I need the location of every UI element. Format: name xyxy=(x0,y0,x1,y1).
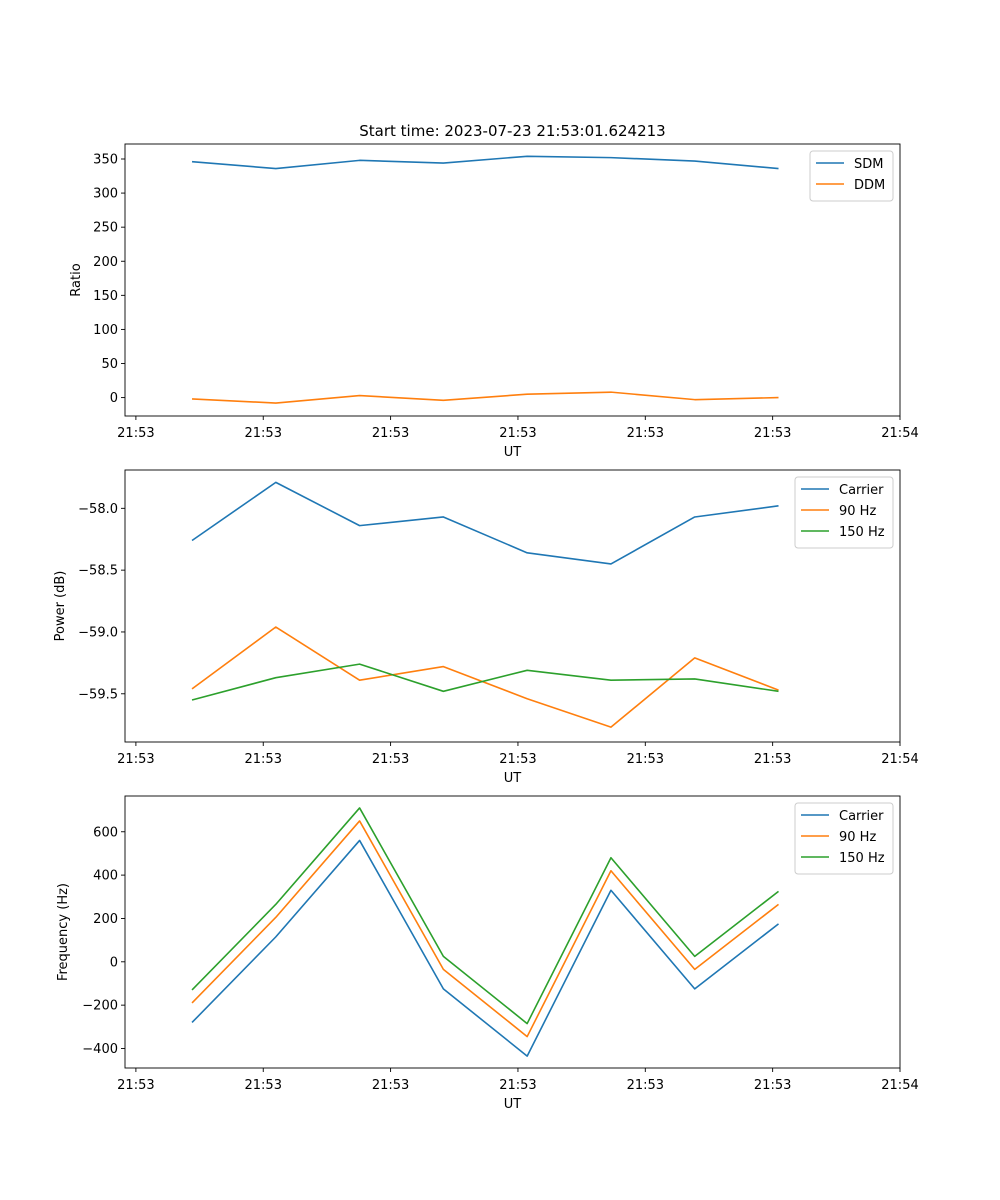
x-tick-label: 21:53 xyxy=(372,752,409,767)
y-tick-label: 350 xyxy=(93,152,118,167)
legend: SDM DDM xyxy=(809,150,894,202)
axes-frame xyxy=(124,143,901,417)
legend-label: 90 Hz xyxy=(839,504,876,519)
legend: Carrier 90 Hz 150 Hz xyxy=(794,802,894,875)
x-tick-label: 21:53 xyxy=(627,1078,664,1093)
series-line-ddm xyxy=(191,391,779,404)
x-tick-label: 21:53 xyxy=(754,426,791,441)
x-tick-label: 21:53 xyxy=(245,1078,282,1093)
x-tick-label: 21:53 xyxy=(754,752,791,767)
y-axis-label: Frequency (Hz) xyxy=(56,883,71,981)
y-tick-label: 300 xyxy=(93,187,118,202)
x-tick-label: 21:53 xyxy=(372,426,409,441)
series-line-sdm xyxy=(191,155,779,170)
x-tick-label: 21:53 xyxy=(499,426,536,441)
series-line-90-hz xyxy=(191,626,779,728)
legend-label: 150 Hz xyxy=(839,851,885,866)
y-tick-label: −59.5 xyxy=(78,687,118,702)
legend-label: 90 Hz xyxy=(839,830,876,845)
chart-panel-3: 21:53 21:53 21:53 21:53 21:53 21:53 21:54 −400 −… xyxy=(56,795,919,1112)
figure-title: Start time: 2023-07-23 21:53:01.624213 xyxy=(359,122,665,140)
x-tick-label: 21:53 xyxy=(117,752,154,767)
x-axis-label: UT xyxy=(504,1097,522,1112)
y-tick-label: 250 xyxy=(93,221,118,236)
axes-frame xyxy=(124,795,901,1069)
legend: Carrier 90 Hz 150 Hz xyxy=(794,476,894,549)
y-axis-label: Ratio xyxy=(69,263,84,296)
y-tick-label: 400 xyxy=(93,869,118,884)
y-tick-label: 100 xyxy=(93,323,118,338)
y-tick-label: 200 xyxy=(93,255,118,270)
y-tick-label: 50 xyxy=(101,357,118,372)
legend-label: DDM xyxy=(854,178,885,193)
x-tick-label: 21:54 xyxy=(881,1078,918,1093)
x-tick-label: 21:54 xyxy=(881,426,918,441)
series-line-carrier xyxy=(191,481,779,565)
x-tick-label: 21:53 xyxy=(499,752,536,767)
legend-label: Carrier xyxy=(839,809,884,824)
legend-label: Carrier xyxy=(839,483,884,498)
y-tick-label: 600 xyxy=(93,825,118,840)
y-tick-label: −400 xyxy=(82,1042,118,1057)
x-tick-label: 21:53 xyxy=(372,1078,409,1093)
x-tick-label: 21:53 xyxy=(754,1078,791,1093)
y-tick-label: 0 xyxy=(110,391,118,406)
y-axis-label: Power (dB) xyxy=(53,571,68,642)
x-tick-label: 21:53 xyxy=(499,1078,536,1093)
x-tick-label: 21:53 xyxy=(245,752,282,767)
legend-label: 150 Hz xyxy=(839,525,885,540)
series-line-150-hz xyxy=(191,807,780,1025)
y-tick-label: 200 xyxy=(93,912,118,927)
x-tick-label: 21:54 xyxy=(881,752,918,767)
chart-panel-2: 21:53 21:53 21:53 21:53 21:53 21:53 21:54 −58.0… xyxy=(53,469,919,786)
x-tick-label: 21:53 xyxy=(117,426,154,441)
y-tick-label: 0 xyxy=(110,955,118,970)
axes-frame xyxy=(124,469,901,743)
x-tick-label: 21:53 xyxy=(117,1078,154,1093)
series-line-carrier xyxy=(191,839,780,1057)
series-line-150-hz xyxy=(191,663,779,701)
y-tick-label: −200 xyxy=(82,999,118,1014)
series-line-90-hz xyxy=(191,820,780,1038)
x-axis-label: UT xyxy=(504,771,522,786)
x-axis-label: UT xyxy=(504,445,522,460)
x-tick-label: 21:53 xyxy=(627,426,664,441)
y-tick-label: −58.0 xyxy=(78,502,118,517)
x-tick-label: 21:53 xyxy=(627,752,664,767)
y-tick-label: −58.5 xyxy=(78,564,118,579)
y-tick-label: −59.0 xyxy=(78,625,118,640)
chart-panel-1: 21:53 21:53 21:53 21:53 21:53 21:53 21:54 0 50 10… xyxy=(69,143,919,460)
y-tick-label: 150 xyxy=(93,289,118,304)
x-tick-label: 21:53 xyxy=(245,426,282,441)
legend-label: SDM xyxy=(854,157,883,172)
